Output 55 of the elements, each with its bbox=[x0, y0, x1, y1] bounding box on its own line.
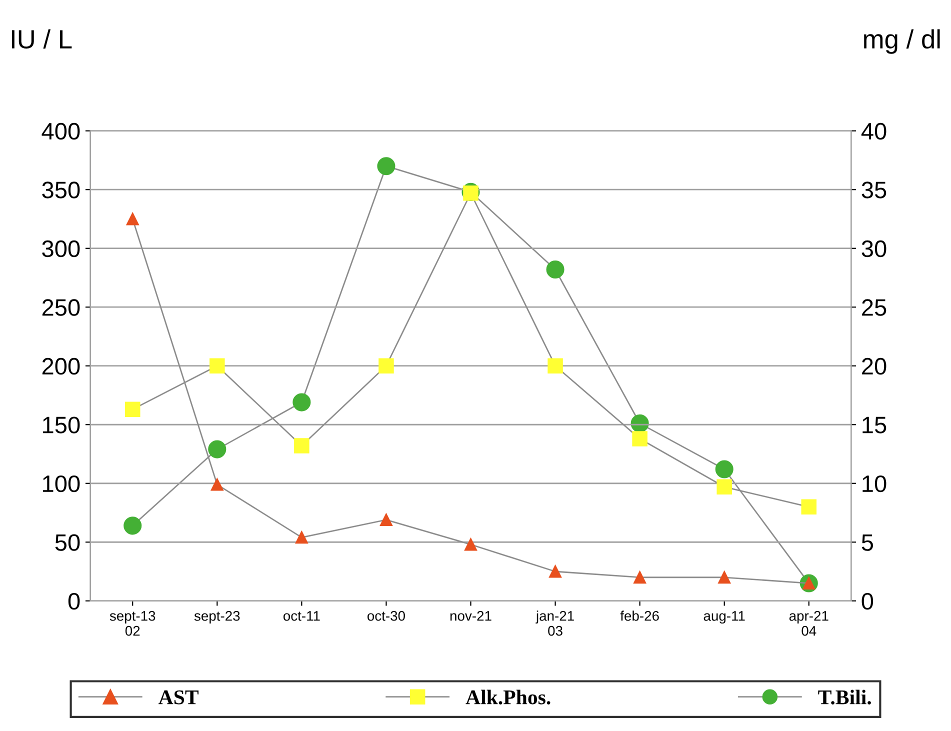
x-tick-label: apr-21 04 bbox=[789, 610, 828, 636]
point bbox=[294, 438, 310, 454]
x-tick-label: jan-21 03 bbox=[536, 610, 574, 636]
point bbox=[377, 157, 396, 176]
y-tick-label: 400 bbox=[42, 122, 80, 140]
y-tick-label: 350 bbox=[42, 182, 80, 198]
y-tick-label: 0 bbox=[68, 592, 80, 610]
point bbox=[124, 516, 142, 535]
y2-tick-label: 25 bbox=[862, 299, 886, 316]
y-tick-label: 250 bbox=[42, 299, 80, 316]
y-tick-label: 300 bbox=[42, 240, 80, 258]
y2-tick-label: 10 bbox=[862, 475, 886, 492]
x-tick-label: oct-11 bbox=[283, 611, 320, 621]
x-tick-label: oct-30 bbox=[367, 610, 405, 621]
point bbox=[208, 440, 226, 458]
point bbox=[464, 538, 477, 551]
y2-tick-label: 15 bbox=[862, 416, 886, 434]
point bbox=[380, 514, 392, 526]
legend-label: Alk.Phos. bbox=[466, 690, 550, 704]
y2-axis-title: mg / dl bbox=[864, 29, 940, 54]
point bbox=[210, 478, 224, 491]
y-tick-label: 100 bbox=[43, 475, 80, 492]
point bbox=[716, 479, 732, 495]
x-tick-label: feb-26 bbox=[620, 610, 659, 621]
x-tick-label: sept-23 bbox=[194, 610, 240, 624]
point bbox=[634, 571, 646, 584]
y2-tick-label: 30 bbox=[862, 240, 886, 258]
point bbox=[378, 358, 394, 374]
y2-tick-label: 35 bbox=[862, 182, 886, 198]
x-tick-label: sept-13 02 bbox=[110, 610, 156, 636]
y-tick-label: 200 bbox=[42, 358, 80, 375]
x-tick-label: nov-21 bbox=[450, 610, 492, 621]
point bbox=[463, 185, 478, 201]
point bbox=[546, 260, 564, 279]
legend-label: AST bbox=[158, 690, 199, 704]
y-tick-label: 50 bbox=[55, 534, 80, 551]
point bbox=[292, 393, 311, 412]
point bbox=[718, 571, 731, 584]
legend-label: T.Bili. bbox=[818, 690, 871, 704]
y-axis-title: IU / L bbox=[12, 29, 72, 49]
y2-tick-label: 5 bbox=[862, 534, 874, 551]
y2-tick-label: 20 bbox=[862, 358, 886, 375]
point bbox=[548, 358, 563, 374]
y-tick-label: 150 bbox=[43, 416, 80, 434]
point bbox=[801, 499, 817, 515]
point bbox=[549, 565, 562, 578]
point bbox=[632, 431, 648, 446]
point bbox=[124, 402, 140, 417]
point bbox=[210, 358, 225, 374]
x-tick-label: aug-11 bbox=[704, 611, 745, 624]
point bbox=[295, 531, 308, 544]
point bbox=[715, 460, 734, 478]
y2-tick-label: 40 bbox=[861, 122, 886, 140]
y2-tick-label: 0 bbox=[862, 592, 874, 610]
point bbox=[126, 212, 139, 226]
